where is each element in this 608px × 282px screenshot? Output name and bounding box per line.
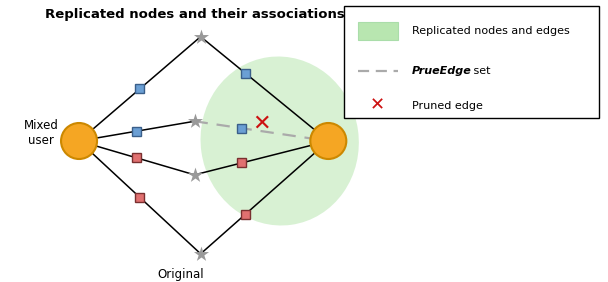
FancyBboxPatch shape	[344, 6, 599, 118]
FancyBboxPatch shape	[136, 84, 144, 93]
FancyBboxPatch shape	[237, 124, 246, 133]
FancyBboxPatch shape	[358, 22, 398, 40]
Point	[196, 252, 206, 256]
FancyBboxPatch shape	[133, 153, 141, 162]
FancyBboxPatch shape	[241, 69, 250, 78]
Ellipse shape	[201, 56, 359, 226]
Text: Mixed
user: Mixed user	[24, 119, 58, 147]
Circle shape	[310, 123, 347, 159]
Text: Replicated nodes and their associations: Replicated nodes and their associations	[44, 8, 345, 21]
FancyBboxPatch shape	[237, 158, 246, 168]
FancyBboxPatch shape	[136, 193, 144, 202]
Text: set: set	[469, 66, 490, 76]
Text: PrueEdge: PrueEdge	[412, 66, 471, 76]
Circle shape	[61, 123, 97, 159]
Point	[190, 173, 199, 177]
FancyBboxPatch shape	[241, 210, 250, 219]
Point	[190, 119, 199, 124]
Text: ✕: ✕	[370, 97, 385, 115]
Text: ✕: ✕	[252, 113, 271, 133]
Point	[196, 34, 206, 39]
Text: Replicated nodes and edges: Replicated nodes and edges	[412, 26, 569, 36]
FancyBboxPatch shape	[133, 127, 141, 136]
Text: Pruned edge: Pruned edge	[412, 101, 482, 111]
Text: Original
nodes: Original nodes	[157, 268, 204, 282]
